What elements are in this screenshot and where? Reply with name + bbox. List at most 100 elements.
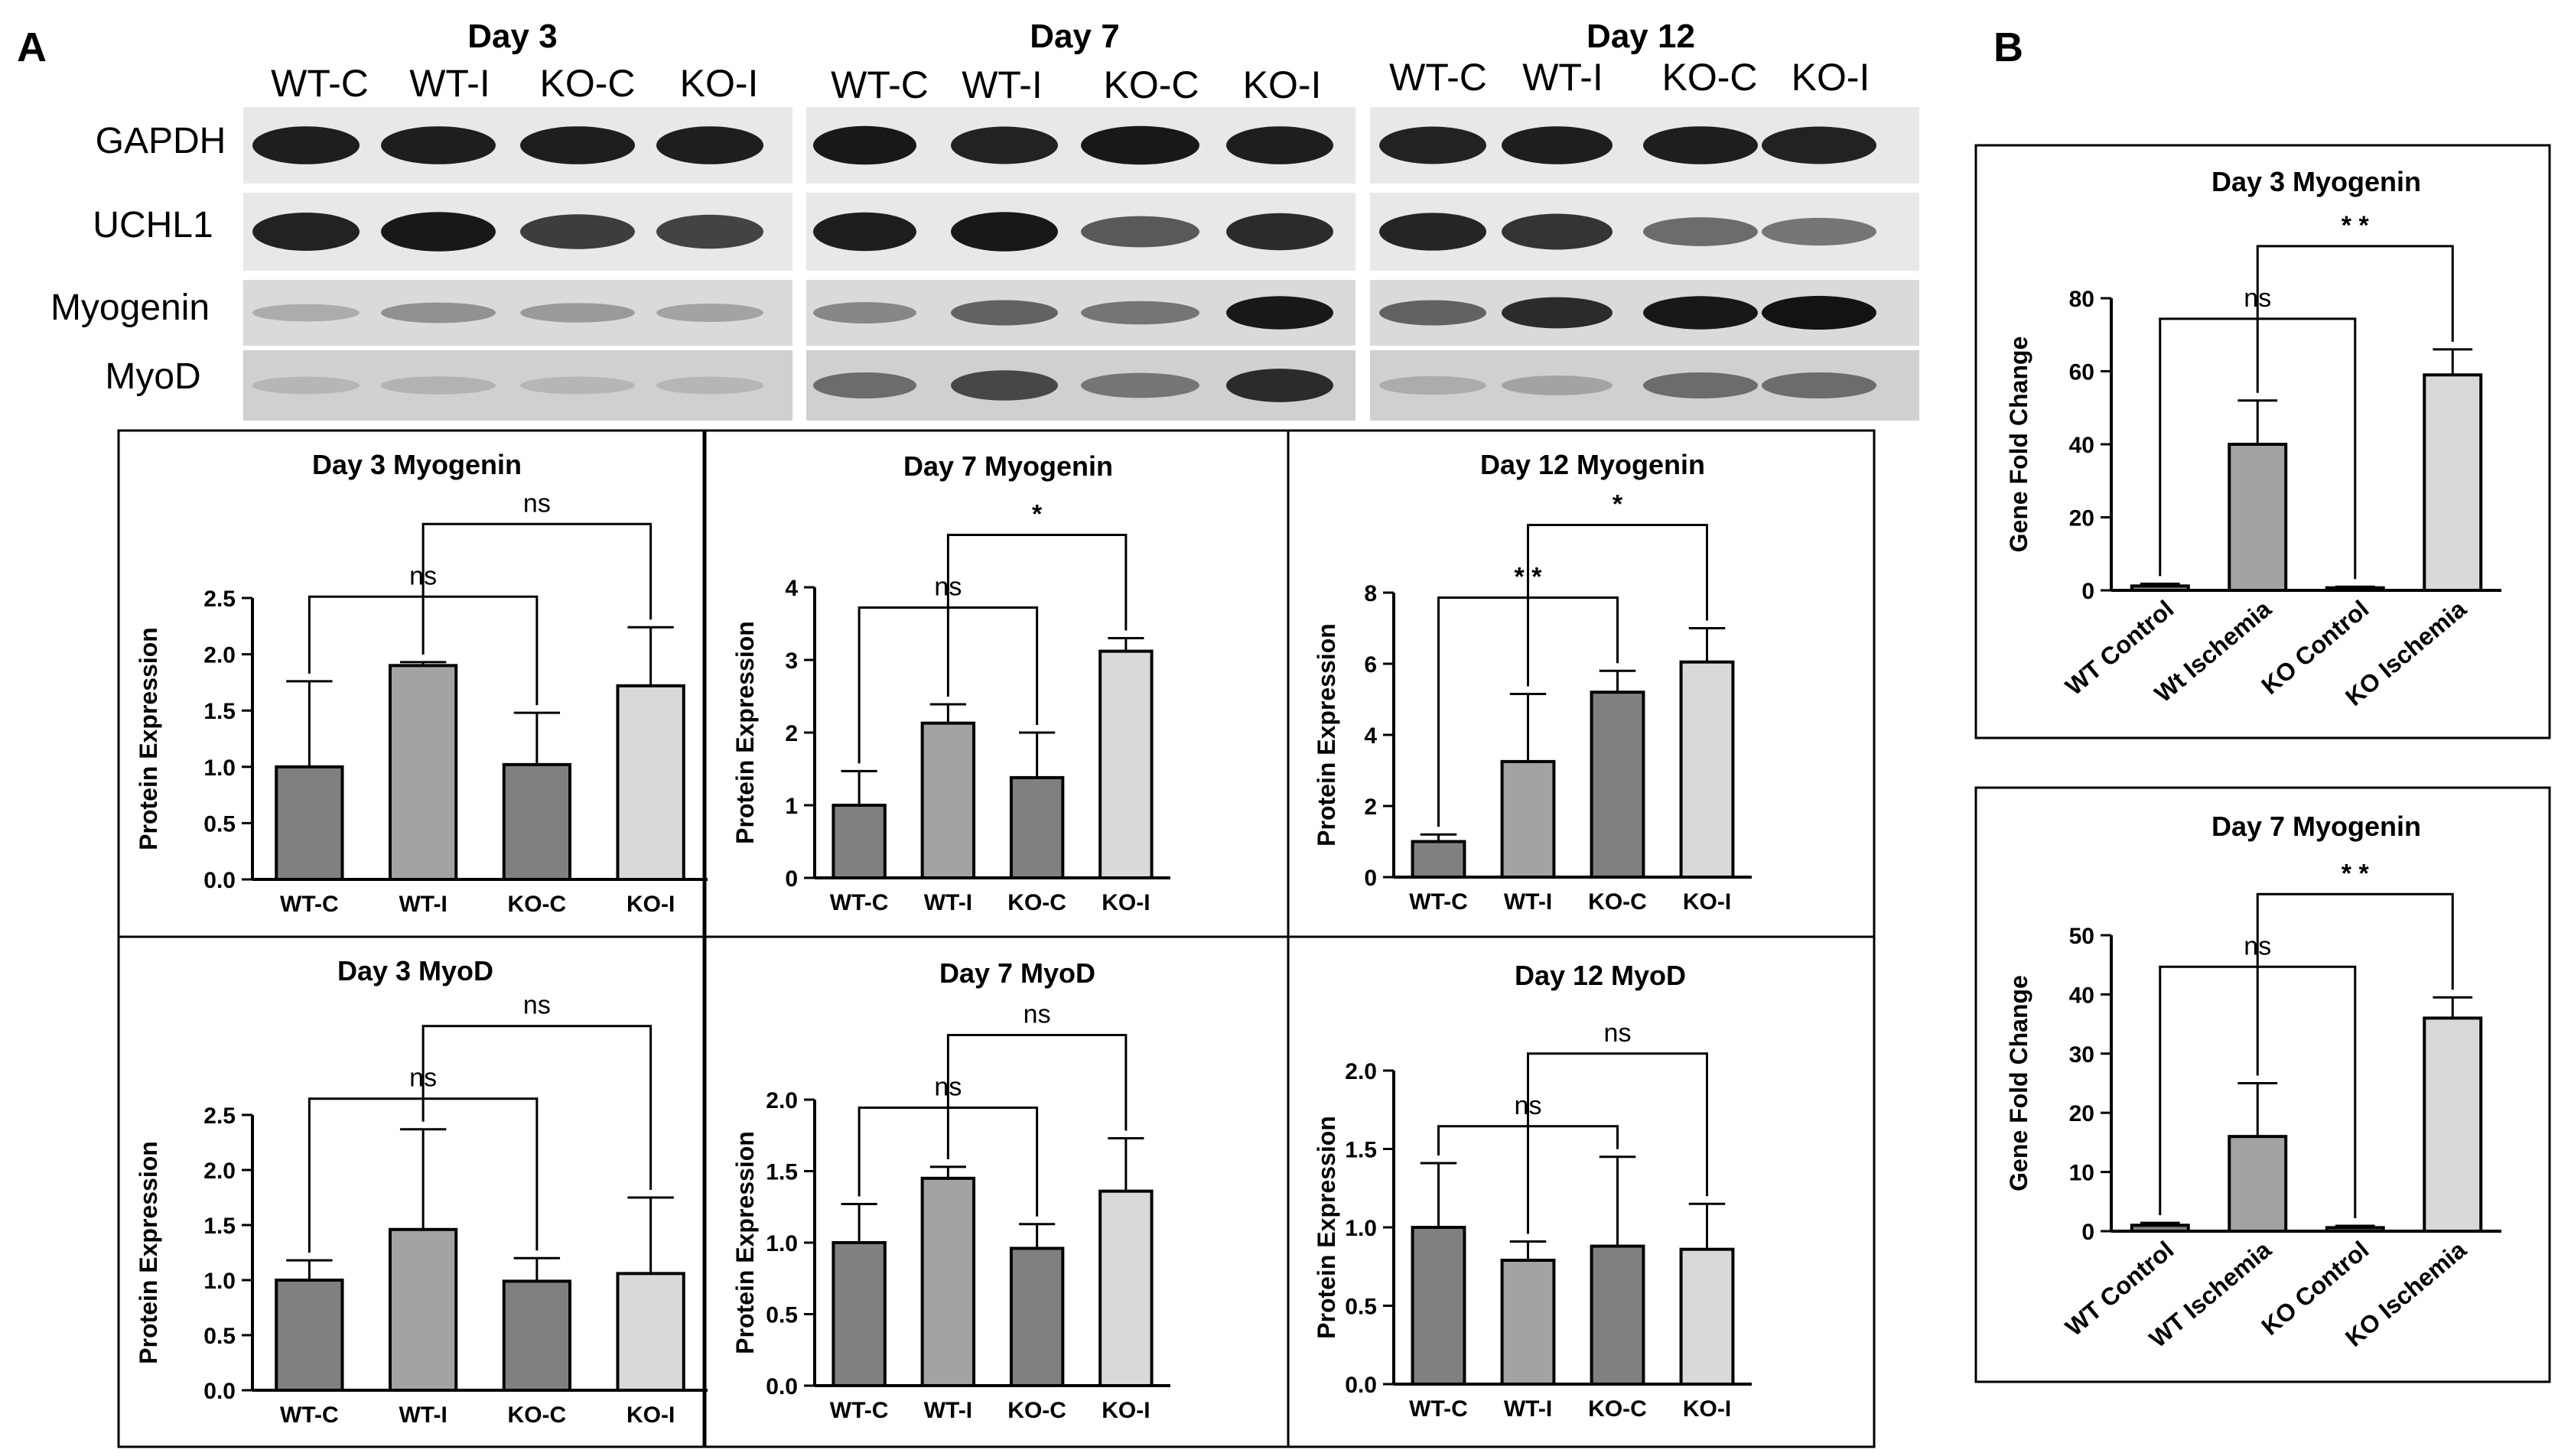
blot-band bbox=[1379, 126, 1486, 164]
y-tick-label: 1.0 bbox=[203, 1269, 236, 1294]
x-tick-label: KO-I bbox=[1102, 1398, 1150, 1423]
significance-bracket bbox=[1527, 524, 1708, 687]
blot-day-label: Day 7 bbox=[1030, 18, 1119, 55]
blot-band bbox=[1643, 126, 1758, 164]
blot-band bbox=[1226, 296, 1333, 330]
y-tick-label: 0.5 bbox=[1345, 1295, 1377, 1320]
significance-label: ns bbox=[523, 991, 551, 1020]
bar bbox=[388, 664, 458, 881]
bar bbox=[2228, 443, 2288, 592]
bar bbox=[1679, 660, 1735, 879]
bar bbox=[2130, 584, 2190, 593]
y-tick-label: 4 bbox=[785, 576, 798, 601]
x-tick-label: WT-I bbox=[399, 1402, 447, 1428]
blot-lane-label: KO-C bbox=[1662, 56, 1758, 99]
chart: Day 7 MyoD 0.0 0.5 1.0 1.5 2.0 Protein Express… bbox=[704, 935, 1290, 1448]
chart-title: Day 3 MyoD bbox=[337, 955, 493, 986]
blot-band bbox=[1762, 217, 1876, 246]
significance-label: ns bbox=[1024, 999, 1051, 1029]
y-tick-label: 3 bbox=[785, 648, 798, 674]
blot-band bbox=[1081, 372, 1199, 398]
significance-label: * * bbox=[2342, 859, 2370, 888]
x-tick-label: KO-C bbox=[1007, 890, 1066, 915]
blot-lane-label: WT-C bbox=[1389, 56, 1487, 99]
blot-band bbox=[1762, 126, 1876, 164]
blot-band bbox=[1643, 372, 1758, 399]
panel-label-b: B bbox=[1993, 24, 2023, 70]
x-tick-label: WT-C bbox=[830, 890, 889, 915]
x-tick-label: KO-I bbox=[626, 892, 675, 917]
significance-label: * * bbox=[2342, 211, 2370, 240]
bar bbox=[920, 721, 976, 880]
blot-day-label: Day 3 bbox=[467, 18, 557, 55]
x-tick-label: WT-I bbox=[924, 1398, 972, 1423]
blot-protein-label: MyoD bbox=[105, 356, 200, 397]
y-tick-label: 40 bbox=[2069, 983, 2094, 1008]
y-tick-label: 0.0 bbox=[766, 1374, 798, 1399]
chart-title: Day 7 Myogenin bbox=[903, 450, 1113, 482]
y-tick-label: 2.0 bbox=[203, 643, 236, 668]
y-tick-label: 2.0 bbox=[1345, 1059, 1377, 1084]
blot-lane-label: WT-C bbox=[831, 63, 929, 106]
bar bbox=[920, 1176, 976, 1387]
y-tick-label: 4 bbox=[1364, 723, 1377, 749]
significance-bracket bbox=[2256, 892, 2454, 1076]
blot-band bbox=[1081, 216, 1199, 248]
x-tick-label: WT-C bbox=[280, 892, 339, 917]
chart-title: Day 7 MyoD bbox=[939, 957, 1095, 989]
blot-band bbox=[951, 300, 1058, 326]
blot-band bbox=[951, 126, 1058, 164]
blot-band bbox=[1502, 126, 1613, 164]
blot-lane-label: KO-I bbox=[680, 62, 759, 105]
y-tick-label: 0.5 bbox=[766, 1303, 798, 1328]
bar bbox=[2423, 1016, 2483, 1233]
y-tick-label: 2.0 bbox=[766, 1088, 798, 1113]
blot-band bbox=[1643, 217, 1758, 246]
blot-lane-label: WT-C bbox=[271, 62, 369, 105]
chart-frame bbox=[704, 429, 1290, 938]
blot-band bbox=[813, 125, 916, 165]
blot-band bbox=[813, 302, 916, 323]
bar bbox=[275, 1279, 344, 1392]
significance-bracket bbox=[946, 1033, 1128, 1159]
y-tick-label: 0.5 bbox=[203, 1324, 236, 1349]
x-tick-label: WT-C bbox=[1409, 889, 1468, 915]
blot-band bbox=[252, 376, 360, 395]
chart-title: Day 3 Myogenin bbox=[2211, 166, 2421, 197]
y-tick-label: 2 bbox=[785, 721, 798, 746]
x-tick-label: WT-I bbox=[924, 890, 972, 915]
x-tick-label: KO-I bbox=[1102, 890, 1150, 915]
blot-band bbox=[1226, 126, 1333, 164]
chart-frame bbox=[1287, 429, 1876, 938]
blot-band bbox=[656, 376, 763, 395]
panel-label-a: A bbox=[17, 24, 47, 70]
y-tick-label: 1.0 bbox=[766, 1231, 798, 1256]
blot-protein-label: UCHL1 bbox=[93, 205, 213, 245]
chart-frame bbox=[1287, 935, 1876, 1448]
y-tick-label: 0 bbox=[2081, 579, 2094, 604]
blot-band bbox=[656, 303, 763, 323]
blot-band bbox=[813, 212, 916, 252]
y-tick-label: 10 bbox=[2069, 1161, 2094, 1186]
x-tick-label: KO-I bbox=[1683, 889, 1731, 915]
bar bbox=[2423, 373, 2483, 592]
significance-label: ns bbox=[1604, 1019, 1632, 1048]
y-tick-label: 1 bbox=[785, 794, 798, 819]
y-axis-label: Protein Expression bbox=[731, 621, 759, 844]
blot-band bbox=[1502, 213, 1613, 250]
bar bbox=[1590, 691, 1645, 879]
bar bbox=[2130, 1224, 2190, 1233]
blot-band bbox=[381, 376, 496, 395]
blot-band bbox=[1643, 296, 1758, 330]
y-tick-label: 1.5 bbox=[203, 1214, 236, 1239]
y-tick-label: 2.5 bbox=[203, 587, 236, 612]
blot-lane-label: WT-I bbox=[409, 62, 490, 105]
blot-band bbox=[656, 126, 763, 164]
chart-title: Day 12 Myogenin bbox=[1480, 449, 1705, 480]
chart-title: Day 3 Myogenin bbox=[312, 449, 522, 480]
bar bbox=[388, 1227, 458, 1393]
y-axis-label: Protein Expression bbox=[135, 627, 162, 850]
y-tick-label: 0 bbox=[2081, 1220, 2094, 1245]
bar bbox=[1411, 1226, 1466, 1386]
blot-band bbox=[381, 126, 496, 164]
